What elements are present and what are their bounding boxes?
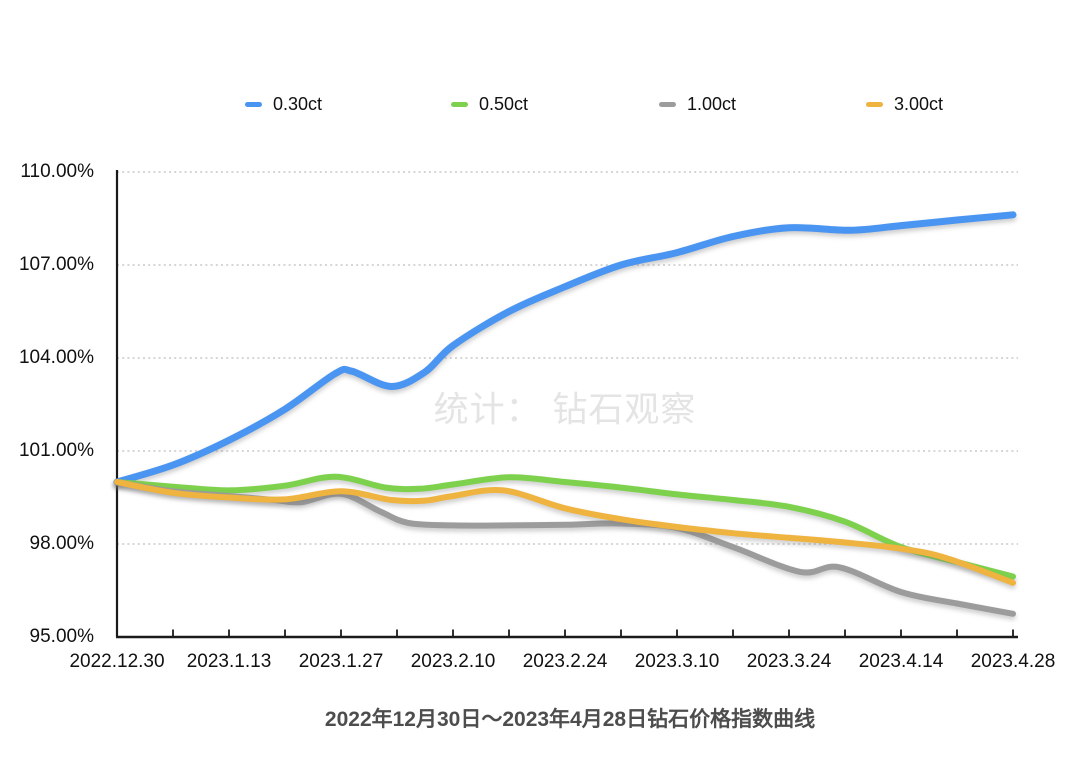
x-tick-label: 2023.2.10 (410, 651, 496, 672)
x-tick-label: 2023.3.10 (634, 651, 720, 672)
legend-item-1.00ct: 1.00ct (659, 94, 736, 114)
x-tick-label: 2023.2.24 (522, 651, 608, 672)
y-tick-label: 101.00% (18, 440, 94, 461)
x-tick-label: 2023.1.13 (186, 651, 272, 672)
watermark: 统计： 钻石观察 (433, 390, 697, 430)
legend-item-0.30ct: 0.30ct (245, 94, 322, 114)
legend-item-3.00ct: 3.00ct (866, 94, 943, 114)
legend-item-0.50ct: 0.50ct (451, 94, 528, 114)
x-tick-label: 2023.4.14 (858, 651, 944, 672)
y-tick-label: 95.00% (29, 626, 94, 647)
series-line-0.50ct (114, 473, 1016, 580)
legend-swatch-icon (245, 101, 262, 107)
legend-label: 3.00ct (894, 93, 944, 114)
x-tick-label: 2023.1.27 (298, 651, 384, 672)
legend-swatch-icon (451, 101, 468, 107)
y-tick-label: 98.00% (29, 533, 94, 554)
legend-label: 1.00ct (687, 93, 737, 114)
series-line-3.00ct (114, 479, 1016, 586)
legend-swatch-icon (659, 101, 676, 107)
legend-label: 0.30ct (273, 93, 323, 114)
y-tick-label: 104.00% (18, 347, 94, 368)
chart-title: 2022年12月30日～2023年4月28日钻石价格指数曲线 (324, 708, 816, 731)
y-tick-label: 110.00% (20, 161, 94, 182)
y-tick-label: 107.00% (18, 254, 94, 275)
legend-label: 0.50ct (479, 93, 529, 114)
x-tick-label: 2022.12.30 (69, 651, 165, 672)
legend-swatch-icon (866, 101, 883, 107)
x-tick-label: 2023.4.28 (970, 651, 1056, 672)
series-line-0.30ct (113, 211, 1017, 486)
x-tick-label: 2023.3.24 (746, 651, 832, 672)
